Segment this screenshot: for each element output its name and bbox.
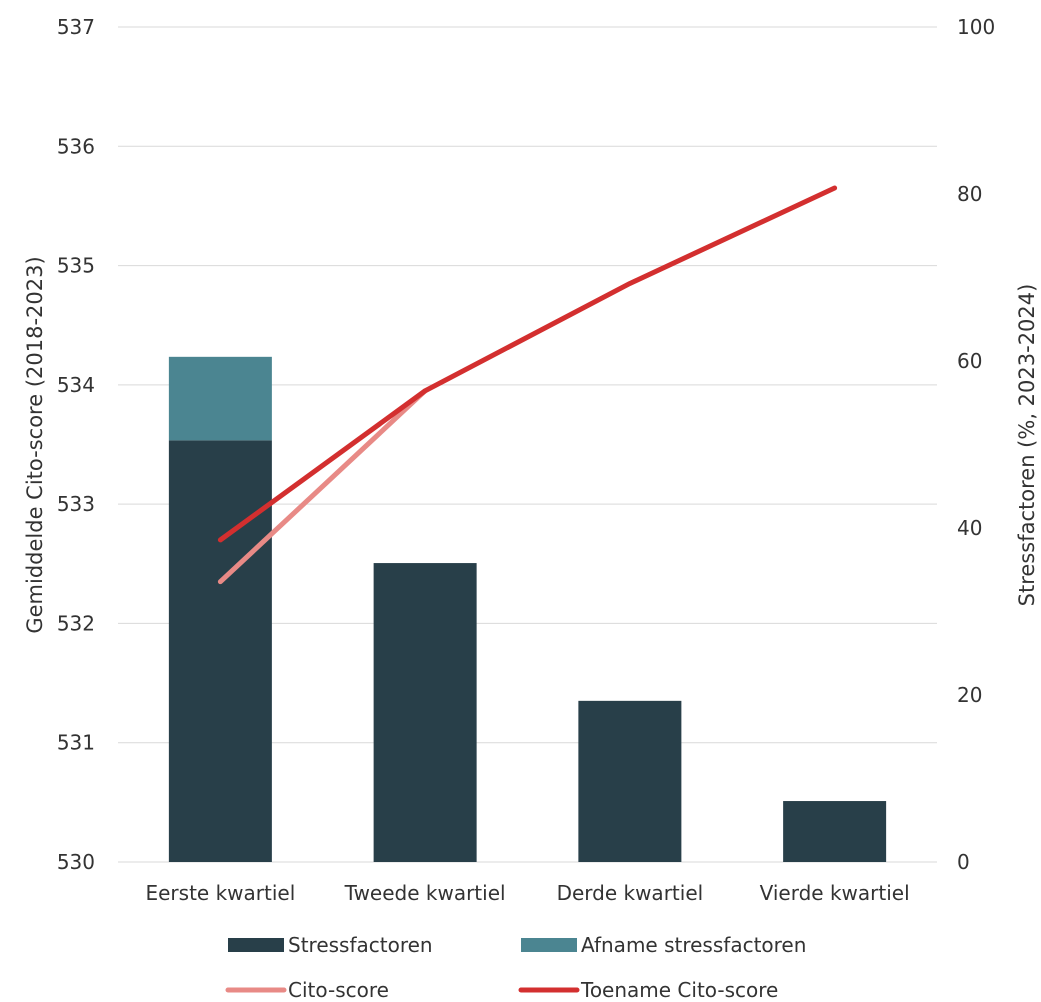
left-tick-label: 537 <box>57 15 95 39</box>
x-axis-ticks: Eerste kwartiel Tweede kwartiel Derde kwar… <box>145 881 909 905</box>
left-axis-ticks: 530 531 532 533 534 535 536 537 <box>57 15 95 874</box>
left-tick-label: 532 <box>57 611 95 635</box>
right-tick-label: 40 <box>957 516 982 540</box>
legend-label: Cito-score <box>288 978 389 1002</box>
right-tick-label: 80 <box>957 182 982 206</box>
right-axis-ticks: 0 20 40 60 80 100 <box>957 15 995 874</box>
line-series-1 <box>217 185 838 543</box>
lines <box>217 185 838 585</box>
right-tick-label: 60 <box>957 349 982 373</box>
bars <box>168 356 887 862</box>
bar-1-0 <box>168 356 272 441</box>
x-tick-label: Tweede kwartiel <box>344 881 506 905</box>
legend-label: Stressfactoren <box>288 933 433 957</box>
left-tick-label: 534 <box>57 373 95 397</box>
legend-swatch <box>521 938 577 952</box>
bar-0-1 <box>373 563 477 862</box>
left-tick-label: 530 <box>57 850 95 874</box>
left-tick-label: 533 <box>57 492 95 516</box>
right-tick-label: 20 <box>957 683 982 707</box>
line-series-0 <box>217 388 428 585</box>
left-tick-label: 536 <box>57 134 95 158</box>
legend: Stressfactoren Afname stressfactoren Cito-… <box>225 933 806 1002</box>
legend-label: Afname stressfactoren <box>581 933 806 957</box>
right-tick-label: 0 <box>957 850 970 874</box>
right-tick-label: 100 <box>957 15 995 39</box>
left-tick-label: 531 <box>57 731 95 755</box>
bar-0-0 <box>168 440 272 862</box>
x-tick-label: Eerste kwartiel <box>145 881 295 905</box>
legend-swatch <box>228 938 284 952</box>
left-tick-label: 535 <box>57 254 95 278</box>
right-axis-title: Stressfactoren (%, 2023-2024) <box>1015 284 1039 607</box>
legend-label: Toename Cito-score <box>580 978 778 1002</box>
bar-0-2 <box>578 700 682 862</box>
x-tick-label: Derde kwartiel <box>557 881 704 905</box>
bar-0-3 <box>783 801 887 862</box>
x-tick-label: Vierde kwartiel <box>760 881 910 905</box>
left-axis-title: Gemiddelde Cito-score (2018-2023) <box>23 256 47 633</box>
